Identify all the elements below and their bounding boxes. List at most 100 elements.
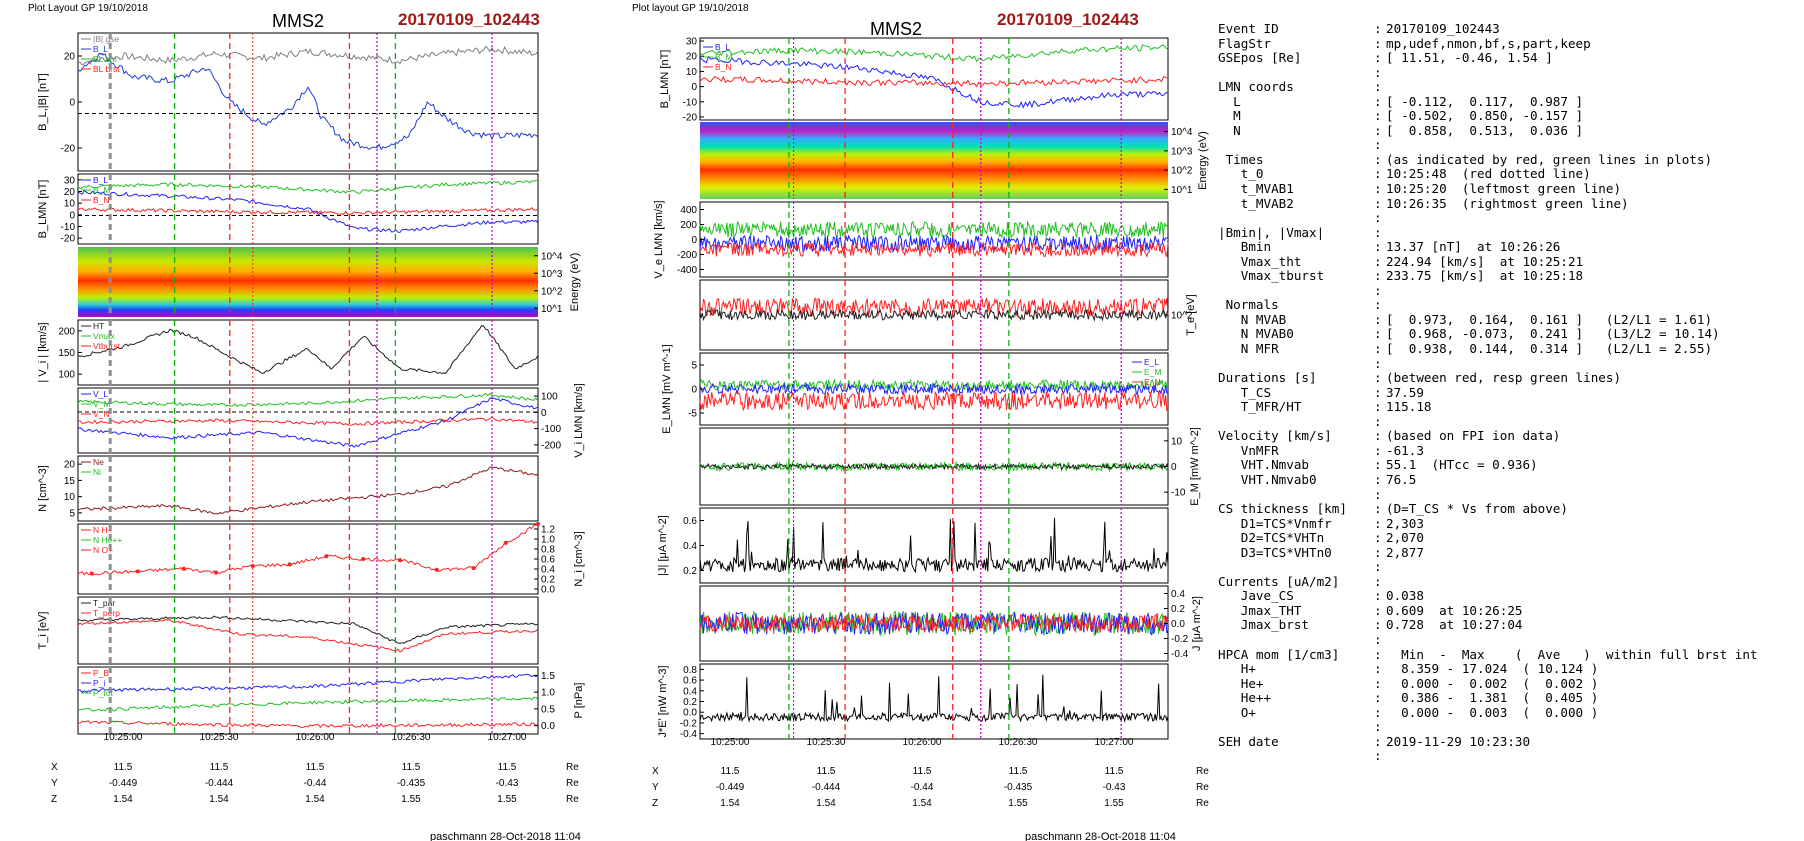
panel-frame: [77, 523, 539, 595]
he-plus-plus-point: [398, 558, 402, 563]
pos-value: 1.54: [113, 794, 133, 805]
y-tick-label: 0.4: [683, 686, 697, 697]
legend-label: N He++: [93, 535, 122, 545]
y-tick-label: 0.8: [683, 665, 697, 676]
legend-label: Vmax: [93, 331, 115, 341]
pos-value: 11.5: [210, 762, 229, 773]
em-axis-label: E_M [mW m^-2]: [1189, 427, 1201, 506]
y-tick-label: 100: [58, 370, 75, 381]
te-axis-label: T_e [eV]: [1185, 294, 1197, 336]
info-row: t_MVAB2:10:26:35 (rightmost green line): [1218, 196, 1793, 212]
pos-value: 11.5: [306, 762, 325, 773]
ve-m-line: [699, 220, 1169, 240]
y-tick-label: 100: [541, 392, 558, 403]
y-tick-label: 0.0: [1171, 619, 1185, 630]
pos-value: 11.5: [114, 762, 133, 773]
pos-value: 1.54: [209, 794, 229, 805]
info-key: Event ID: [1218, 21, 1279, 36]
pos-value: 1.55: [401, 794, 421, 805]
info-row: T_MFR/HT:115.18: [1218, 399, 1793, 415]
x-tick-label: 10:26:30: [392, 732, 431, 743]
jlmn-axis-label: J [μA m^-2]: [1191, 596, 1203, 651]
y-tick-label: -0.2: [1171, 634, 1189, 645]
right-panel-stack: 30 20 10 0 -10 -20 B_LMN [nT] B_LB_MB_N 10^4 10^3…: [652, 37, 1209, 809]
right-panel-4: 5 0 -5 E_LMN [mV m^-1] E_LE_ME_N: [661, 344, 1169, 434]
info-row: D1=TCS*Vnmfr:2,303: [1218, 516, 1793, 532]
info-row: :: [1218, 356, 1793, 372]
info-row: GSEpos [Re]:[ 11.51, -0.46, 1.54 ]: [1218, 50, 1793, 66]
y-tick-label: 0: [69, 98, 75, 109]
x-tick-label: 10:27:00: [488, 732, 527, 743]
series-line-p-b: [77, 720, 539, 729]
y-tick-label: 0.6: [541, 555, 555, 566]
info-colon: :: [1374, 384, 1382, 400]
info-value: [ 0.968, -0.073, 0.241 ] (L3/L2 = 10.14): [1386, 326, 1720, 342]
right-event-title: 20170109_102443: [997, 10, 1139, 29]
series-line-b-n: [699, 75, 1169, 88]
pos-value: -0.43: [496, 778, 519, 789]
spectrogram-heatmap: [78, 247, 538, 317]
info-key: He+: [1218, 675, 1264, 691]
info-value: 10:25:20 (leftmost green line): [1386, 181, 1622, 197]
x-tick-label: 10:25:30: [807, 737, 846, 748]
y-tick-label: 200: [680, 220, 697, 231]
info-key: Times: [1218, 151, 1264, 167]
legend-label: BL sm: [93, 54, 117, 64]
he-plus-plus-point: [89, 571, 94, 576]
info-row: N MVAB0:[ 0.968, -0.073, 0.241 ] (L3/L2 …: [1218, 327, 1793, 342]
legend-label: V_M: [93, 399, 110, 409]
info-colon: :: [1374, 253, 1382, 269]
y-axis-label-1: B_LMN [nT]: [37, 180, 49, 239]
panel-frame: [77, 455, 539, 522]
info-value: (based on FPI ion data): [1386, 428, 1561, 444]
info-colon: :: [1374, 210, 1382, 226]
info-value: 0.386 - 1.381 ( 0.405 ): [1386, 690, 1599, 706]
pos-value: -0.43: [1103, 782, 1126, 793]
legend-label: P_B: [93, 668, 109, 678]
info-colon: :: [1374, 617, 1382, 633]
info-colon: :: [1374, 239, 1382, 255]
y-tick-label: 5: [69, 508, 75, 519]
pos-unit: Re: [1196, 798, 1209, 809]
pos-row-label: Z: [51, 794, 57, 805]
info-value: 0.000 - 0.003 ( 0.000 ): [1386, 704, 1599, 720]
legend-label: |B| gse: [93, 34, 119, 44]
y-tick-label: 0.4: [541, 565, 555, 576]
info-colon: :: [1374, 181, 1382, 197]
info-row: HPCA mom [1/cm3]: Min - Max ( Ave ) with…: [1218, 647, 1793, 663]
pos-value: 1.55: [1008, 798, 1028, 809]
y-tick-label: -200: [541, 440, 561, 451]
series-line-t-par: [77, 615, 539, 644]
info-row: SEH date:2019-11-29 10:23:30: [1218, 734, 1793, 750]
info-colon: :: [1374, 530, 1382, 546]
left-event-title: 20170109_102443: [398, 10, 540, 29]
y-tick-label: 0: [69, 210, 75, 221]
info-colon: :: [1374, 108, 1382, 124]
he-plus-plus-point: [287, 562, 292, 567]
info-value: [ 11.51, -0.46, 1.54 ]: [1386, 50, 1553, 66]
te-par-line: [699, 297, 1169, 318]
info-colon: :: [1374, 413, 1382, 429]
y-axis-label-0: B_L,|B| [nT]: [37, 73, 49, 131]
info-key: O+: [1218, 704, 1256, 720]
right-panel-3: 10^2T_e [eV]: [699, 279, 1197, 351]
legend-label: N O+: [93, 545, 113, 555]
info-row: VHT.Nmvab:55.1 (HTcc = 0.936): [1218, 458, 1793, 473]
series-line-n-he-: [77, 524, 539, 576]
info-value: mp,udef,nmon,bf,s,part,keep: [1386, 35, 1591, 51]
series-line-t-perp: [77, 618, 539, 653]
info-colon: :: [1374, 471, 1382, 487]
panel-frame: [699, 507, 1169, 584]
pos-value: -0.44: [304, 778, 327, 789]
y-tick-label: -10: [1171, 488, 1186, 499]
y-tick-label: 30: [64, 175, 76, 186]
legend-label: B_M: [93, 185, 110, 195]
info-key: T_MFR/HT: [1218, 399, 1302, 415]
info-colon: :: [1374, 297, 1382, 313]
series-line-b-l: [77, 52, 539, 151]
info-row: Normals:: [1218, 298, 1793, 313]
legend-label: T_par: [93, 598, 115, 608]
info-value: -61.3: [1386, 442, 1424, 458]
